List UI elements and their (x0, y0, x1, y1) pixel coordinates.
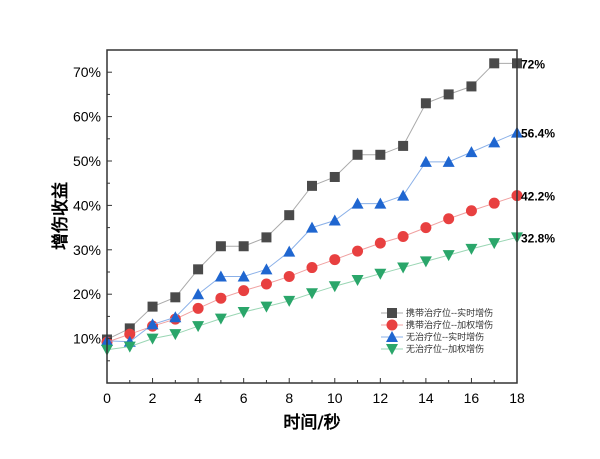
data-point (466, 81, 477, 92)
legend-marker (386, 331, 398, 342)
legend-label: 携带治疗位--实时增伤 (406, 307, 493, 319)
data-point (397, 189, 410, 201)
data-point (260, 263, 273, 275)
x-tick-label: 6 (240, 390, 248, 406)
data-point (419, 256, 432, 268)
data-point (442, 250, 455, 262)
y-tick-label: 30% (73, 242, 101, 258)
data-point (328, 214, 341, 226)
data-point (374, 197, 387, 209)
data-point (169, 311, 182, 323)
data-point (192, 321, 205, 333)
data-point (123, 341, 136, 353)
data-point (124, 323, 135, 334)
data-point (465, 146, 478, 158)
data-point (397, 262, 410, 274)
data-point (488, 197, 500, 209)
data-point (374, 268, 387, 280)
data-point (352, 245, 364, 257)
data-point (214, 313, 227, 325)
x-tick-label: 4 (194, 390, 202, 406)
data-point (306, 221, 318, 233)
end-value-label: 56.4% (521, 127, 555, 141)
data-point (374, 237, 386, 249)
data-point (214, 270, 227, 282)
legend-label: 无治疗位--加权增伤 (406, 343, 484, 355)
data-point (169, 329, 182, 341)
y-tick-label: 50% (73, 153, 101, 169)
y-axis-label: 增伤收益 (50, 182, 71, 250)
data-point (442, 155, 455, 167)
data-point (237, 270, 250, 282)
data-point (351, 274, 364, 286)
data-point (306, 288, 318, 300)
y-tick-label: 60% (73, 109, 101, 125)
data-point (261, 232, 272, 243)
data-point (283, 245, 296, 257)
legend-label: 携带治疗位--加权增伤 (406, 319, 493, 331)
data-point (284, 210, 295, 221)
data-point (238, 241, 249, 252)
x-tick-label: 10 (327, 390, 343, 406)
y-tick-label: 10% (73, 331, 101, 347)
data-point (283, 295, 296, 307)
data-point (306, 262, 318, 274)
x-tick-label: 8 (285, 390, 293, 406)
legend-marker (386, 319, 398, 331)
y-tick-label: 70% (73, 64, 101, 80)
data-point (192, 288, 205, 300)
y-tick-label: 40% (73, 197, 101, 213)
data-point (443, 213, 455, 225)
legend-marker (387, 308, 397, 318)
data-point (420, 222, 432, 234)
data-point (465, 243, 478, 255)
data-point (260, 278, 272, 290)
data-point (419, 155, 432, 167)
data-point (375, 149, 386, 160)
data-point (420, 98, 431, 109)
data-point (147, 301, 158, 312)
data-point (215, 241, 226, 252)
data-point (307, 180, 317, 191)
end-value-label: 72% (521, 57, 545, 71)
end-value-label: 42.2% (521, 190, 555, 204)
data-point (170, 292, 181, 303)
data-point (237, 306, 250, 318)
x-tick-label: 16 (464, 390, 480, 406)
data-point (215, 292, 227, 304)
data-point (146, 318, 159, 330)
data-point (352, 149, 363, 160)
data-point (124, 328, 136, 340)
data-point (489, 58, 500, 69)
y-tick-label: 20% (73, 286, 101, 302)
data-point (193, 264, 204, 275)
data-point (146, 333, 159, 345)
x-tick-label: 2 (149, 390, 157, 406)
data-point (465, 205, 477, 217)
data-point (398, 140, 409, 151)
data-point (329, 254, 341, 266)
x-axis-label: 时间/秒 (283, 412, 340, 433)
data-point (192, 302, 204, 314)
data-point (443, 89, 454, 100)
legend-marker (386, 344, 398, 355)
data-point (488, 136, 501, 148)
data-point (351, 197, 364, 209)
end-value-label: 32.8% (521, 231, 555, 245)
data-point (283, 270, 295, 282)
data-point (328, 281, 341, 293)
x-tick-label: 18 (509, 390, 525, 406)
x-tick-label: 14 (418, 390, 434, 406)
data-point (488, 238, 501, 250)
legend-label: 无治疗位--实时增伤 (406, 331, 484, 343)
data-point (329, 171, 340, 182)
x-tick-label: 12 (373, 390, 389, 406)
x-tick-label: 0 (103, 390, 111, 406)
data-point (397, 230, 409, 242)
data-point (238, 285, 250, 297)
data-point (260, 301, 273, 313)
